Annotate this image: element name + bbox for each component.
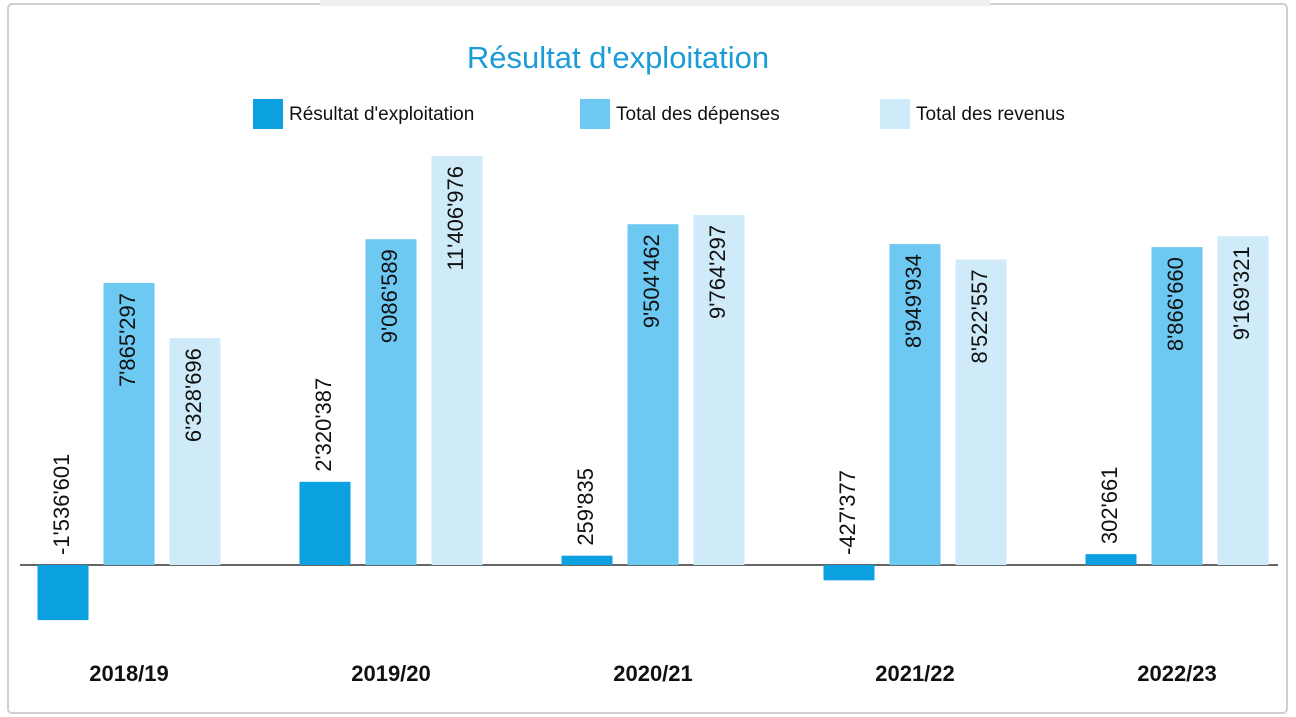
bar — [37, 565, 89, 621]
bar — [1151, 247, 1203, 565]
bar — [365, 239, 417, 565]
bar — [431, 156, 483, 565]
legend-swatch — [880, 99, 910, 129]
x-tick-label: 2018/19 — [89, 661, 169, 686]
data-label: 259'835 — [573, 468, 598, 546]
x-tick-label: 2019/20 — [351, 661, 431, 686]
data-label: 2'320'387 — [311, 378, 336, 472]
data-label: 8'866'660 — [1163, 257, 1188, 351]
legend-swatch — [580, 99, 610, 129]
data-label: 11'406'976 — [443, 166, 468, 271]
legend-label: Total des dépenses — [616, 104, 780, 125]
data-label: 9'504'462 — [639, 234, 664, 328]
x-tick-label: 2021/22 — [875, 661, 955, 686]
data-label: -427'377 — [835, 470, 860, 555]
bar — [1217, 236, 1269, 565]
legend-label: Résultat d'exploitation — [289, 104, 474, 125]
bar — [299, 481, 351, 565]
data-label: 7'865'297 — [115, 293, 140, 387]
bar — [955, 259, 1007, 565]
bar — [561, 555, 613, 565]
legend-label: Total des revenus — [916, 104, 1065, 125]
data-label: 9'086'589 — [377, 249, 402, 343]
bar — [627, 224, 679, 565]
data-label: 8'949'934 — [901, 254, 926, 348]
bar — [693, 214, 745, 565]
legend-swatch — [253, 99, 283, 129]
x-tick-label: 2022/23 — [1137, 661, 1217, 686]
bar — [1085, 554, 1137, 565]
data-label: 6'328'696 — [181, 348, 206, 442]
data-label: 302'661 — [1097, 467, 1122, 545]
bar — [169, 338, 221, 565]
bar — [103, 282, 155, 565]
data-label: 8'522'557 — [967, 269, 992, 363]
bar — [823, 565, 875, 581]
tab — [320, 0, 990, 6]
chart-title: Résultat d'exploitation — [467, 40, 769, 75]
x-tick-label: 2020/21 — [613, 661, 693, 686]
bar — [889, 244, 941, 566]
data-label: -1'536'601 — [49, 454, 74, 555]
data-label: 9'764'297 — [705, 225, 730, 319]
data-label: 9'169'321 — [1229, 246, 1254, 340]
